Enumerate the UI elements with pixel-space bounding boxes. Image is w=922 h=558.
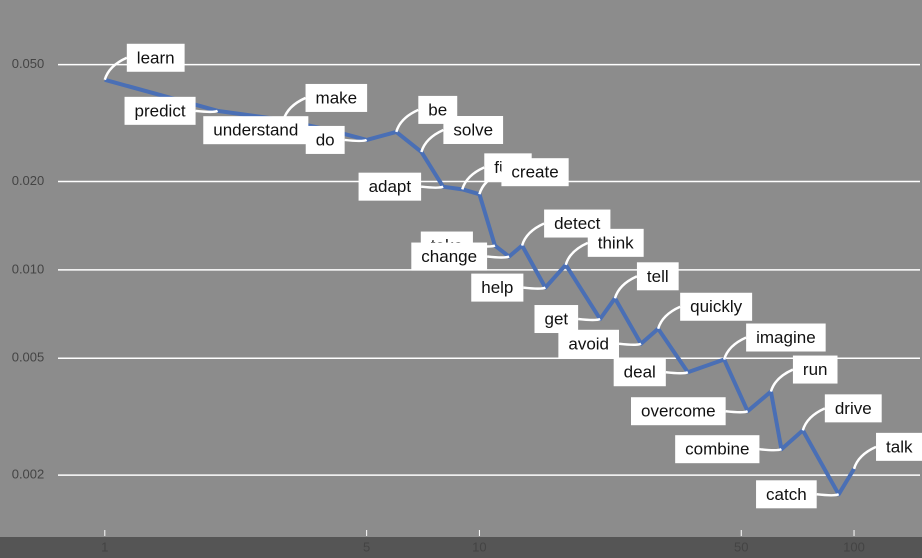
x-tick-label: 100 bbox=[843, 539, 865, 554]
point-label: imagine bbox=[756, 328, 816, 347]
leader-line bbox=[656, 305, 681, 330]
leader-line bbox=[523, 286, 546, 290]
leader-line bbox=[486, 255, 510, 259]
point-label: think bbox=[598, 233, 634, 252]
label-box bbox=[756, 480, 817, 509]
point-label: understand bbox=[213, 121, 298, 140]
point-label: help bbox=[481, 278, 513, 297]
label-box bbox=[680, 292, 753, 321]
label-box bbox=[443, 115, 504, 144]
label-box bbox=[675, 435, 760, 464]
leader-line bbox=[195, 109, 219, 114]
leader-line bbox=[103, 56, 128, 81]
y-tick-label: 0.010 bbox=[12, 261, 45, 276]
leader-line bbox=[613, 275, 638, 299]
label-box bbox=[558, 329, 620, 358]
label-box bbox=[824, 394, 882, 423]
leader-line bbox=[461, 166, 485, 190]
leader-line bbox=[618, 342, 642, 347]
y-tick-label: 0.020 bbox=[12, 173, 45, 188]
label-box bbox=[305, 83, 368, 112]
label-box bbox=[203, 116, 309, 145]
x-tick-label: 5 bbox=[363, 539, 370, 554]
leader-line bbox=[816, 493, 840, 497]
point-label: learn bbox=[137, 48, 175, 67]
point-label: drive bbox=[835, 399, 872, 418]
label-box bbox=[792, 355, 838, 384]
label-box bbox=[471, 273, 524, 302]
point-label: create bbox=[511, 163, 558, 182]
point-label: tell bbox=[647, 267, 669, 286]
point-label: combine bbox=[685, 440, 749, 459]
label-box bbox=[501, 158, 569, 187]
label-box bbox=[305, 125, 345, 154]
point-label: detect bbox=[554, 214, 601, 233]
leader-line bbox=[852, 445, 877, 470]
label-box bbox=[876, 432, 922, 461]
label-box bbox=[613, 358, 666, 387]
point-label: catch bbox=[766, 485, 807, 504]
label-box bbox=[534, 305, 579, 334]
point-label: run bbox=[803, 360, 828, 379]
leader-line bbox=[564, 241, 589, 266]
leader-line bbox=[665, 370, 689, 375]
leader-line bbox=[759, 447, 782, 452]
point-label: adapt bbox=[369, 177, 412, 196]
point-label: overcome bbox=[641, 402, 716, 421]
point-label: predict bbox=[135, 101, 186, 120]
label-box bbox=[587, 228, 644, 257]
x-tick-label: 50 bbox=[734, 539, 748, 554]
y-tick-label: 0.050 bbox=[12, 56, 45, 71]
leader-line bbox=[725, 409, 749, 414]
point-label: solve bbox=[453, 120, 493, 139]
label-box bbox=[124, 96, 196, 125]
leader-line bbox=[577, 317, 601, 322]
label-box bbox=[126, 43, 185, 72]
label-box bbox=[631, 397, 726, 426]
point-label: be bbox=[428, 100, 447, 119]
label-box bbox=[358, 172, 422, 201]
label-box bbox=[636, 262, 679, 291]
x-axis-strip bbox=[0, 537, 922, 558]
point-label: avoid bbox=[568, 334, 609, 353]
leader-line bbox=[722, 336, 747, 360]
leader-line bbox=[801, 407, 826, 431]
leader-line bbox=[420, 185, 444, 189]
point-label: quickly bbox=[690, 297, 742, 316]
label-box bbox=[746, 323, 826, 352]
point-label: talk bbox=[886, 437, 913, 456]
x-tick-label: 10 bbox=[472, 539, 486, 554]
y-tick-label: 0.002 bbox=[12, 467, 45, 482]
leader-line bbox=[520, 222, 545, 246]
point-label: deal bbox=[624, 363, 656, 382]
point-label: get bbox=[544, 310, 568, 329]
leader-line bbox=[478, 171, 502, 195]
y-tick-label: 0.005 bbox=[12, 350, 45, 365]
point-label: make bbox=[316, 88, 358, 107]
x-tick-label: 1 bbox=[101, 539, 108, 554]
leader-line bbox=[420, 128, 444, 153]
point-label: change bbox=[421, 247, 477, 266]
label-box bbox=[411, 242, 488, 271]
point-label: do bbox=[316, 130, 335, 149]
leader-line bbox=[344, 138, 368, 143]
leader-line bbox=[769, 368, 794, 392]
leader-line bbox=[395, 108, 419, 133]
